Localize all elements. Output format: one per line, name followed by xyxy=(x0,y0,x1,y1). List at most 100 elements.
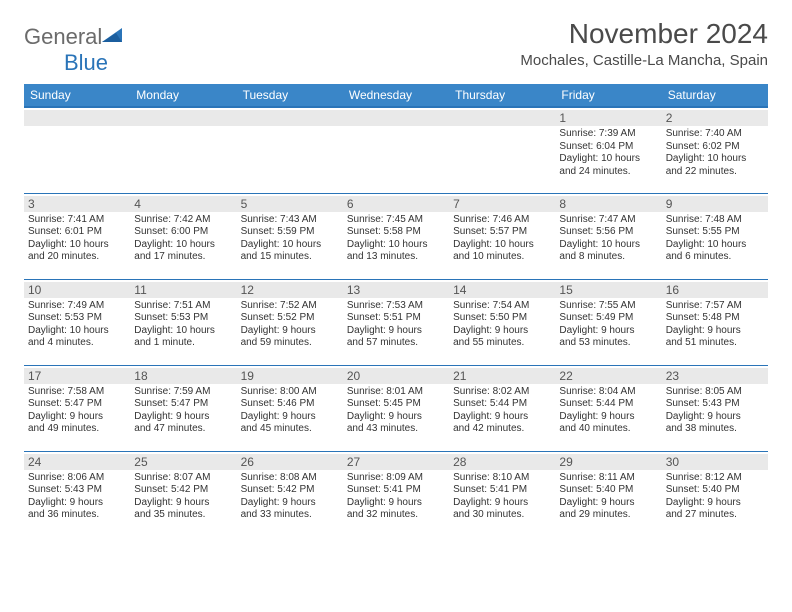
day-number: 15 xyxy=(555,282,661,298)
dl2-line: and 43 minutes. xyxy=(347,423,445,436)
calendar-day-cell: 26Sunrise: 8:08 AMSunset: 5:42 PMDayligh… xyxy=(237,451,343,537)
calendar-day-cell: 14 Sunrise: 7:54 AMSunset: 5:50 PMDayligh… xyxy=(449,279,555,365)
sunrise-line: Sunrise: 8:12 AM xyxy=(666,472,764,485)
day-details: Sunrise: 7:54 AMSunset: 5:50 PMDaylight:… xyxy=(453,300,551,350)
dl1-line: Daylight: 9 hours xyxy=(347,325,445,338)
day-number: 2 xyxy=(662,110,768,126)
dl2-line: and 40 minutes. xyxy=(559,423,657,436)
dl2-line: and 51 minutes. xyxy=(666,337,764,350)
sunset-line: Sunset: 5:52 PM xyxy=(241,312,339,325)
calendar-day-cell: 22Sunrise: 8:04 AMSunset: 5:44 PMDayligh… xyxy=(555,365,661,451)
day-number: 26 xyxy=(237,454,343,470)
day-number: 9 xyxy=(662,196,768,212)
sunset-line: Sunset: 5:44 PM xyxy=(453,398,551,411)
dl2-line: and 57 minutes. xyxy=(347,337,445,350)
dl2-line: and 27 minutes. xyxy=(666,509,764,522)
sunset-line: Sunset: 5:46 PM xyxy=(241,398,339,411)
calendar-day-cell: 15Sunrise: 7:55 AMSunset: 5:49 PMDayligh… xyxy=(555,279,661,365)
day-details: Sunrise: 8:10 AMSunset: 5:41 PMDaylight:… xyxy=(453,472,551,522)
dl1-line: Daylight: 10 hours xyxy=(559,153,657,166)
dl2-line: and 29 minutes. xyxy=(559,509,657,522)
dl2-line: and 42 minutes. xyxy=(453,423,551,436)
sunrise-line: Sunrise: 7:48 AM xyxy=(666,214,764,227)
dl2-line: and 32 minutes. xyxy=(347,509,445,522)
day-number: 11 xyxy=(130,282,236,298)
dl2-line: and 33 minutes. xyxy=(241,509,339,522)
dl1-line: Daylight: 9 hours xyxy=(453,411,551,424)
day-number: 1 xyxy=(555,110,661,126)
calendar-body: 1Sunrise: 7:39 AMSunset: 6:04 PMDaylight… xyxy=(24,107,768,537)
dl1-line: Daylight: 10 hours xyxy=(241,239,339,252)
brand-text: General Blue xyxy=(24,24,124,76)
calendar-day-cell: 10Sunrise: 7:49 AMSunset: 5:53 PMDayligh… xyxy=(24,279,130,365)
calendar-day-cell: 5Sunrise: 7:43 AMSunset: 5:59 PMDaylight… xyxy=(237,193,343,279)
dl1-line: Daylight: 9 hours xyxy=(28,497,126,510)
brand-general: General xyxy=(24,24,102,49)
dl1-line: Daylight: 10 hours xyxy=(28,325,126,338)
calendar-week-row: 10Sunrise: 7:49 AMSunset: 5:53 PMDayligh… xyxy=(24,279,768,365)
day-number: 14 xyxy=(449,282,555,298)
day-details: Sunrise: 7:49 AMSunset: 5:53 PMDaylight:… xyxy=(28,300,126,350)
calendar-week-row: 3Sunrise: 7:41 AMSunset: 6:01 PMDaylight… xyxy=(24,193,768,279)
sunset-line: Sunset: 5:56 PM xyxy=(559,226,657,239)
sunset-line: Sunset: 5:42 PM xyxy=(241,484,339,497)
day-number: 8 xyxy=(555,196,661,212)
dl2-line: and 24 minutes. xyxy=(559,166,657,179)
sunset-line: Sunset: 6:01 PM xyxy=(28,226,126,239)
dl1-line: Daylight: 9 hours xyxy=(453,325,551,338)
sunset-line: Sunset: 5:44 PM xyxy=(559,398,657,411)
day-details: Sunrise: 7:46 AMSunset: 5:57 PMDaylight:… xyxy=(453,214,551,264)
day-number: 18 xyxy=(130,368,236,384)
dl2-line: and 20 minutes. xyxy=(28,251,126,264)
header: General Blue November 2024 Mochales, Cas… xyxy=(24,18,768,76)
dl1-line: Daylight: 10 hours xyxy=(28,239,126,252)
sunset-line: Sunset: 5:41 PM xyxy=(453,484,551,497)
day-details: Sunrise: 8:01 AMSunset: 5:45 PMDaylight:… xyxy=(347,386,445,436)
sunset-line: Sunset: 5:50 PM xyxy=(453,312,551,325)
sunrise-line: Sunrise: 8:05 AM xyxy=(666,386,764,399)
day-details: Sunrise: 7:41 AMSunset: 6:01 PMDaylight:… xyxy=(28,214,126,264)
dl1-line: Daylight: 9 hours xyxy=(347,411,445,424)
dl1-line: Daylight: 9 hours xyxy=(453,497,551,510)
day-number: 19 xyxy=(237,368,343,384)
calendar-week-row: 17Sunrise: 7:58 AMSunset: 5:47 PMDayligh… xyxy=(24,365,768,451)
day-number: 16 xyxy=(662,282,768,298)
day-details: Sunrise: 8:02 AMSunset: 5:44 PMDaylight:… xyxy=(453,386,551,436)
day-details: Sunrise: 7:52 AMSunset: 5:52 PMDaylight:… xyxy=(241,300,339,350)
day-details: Sunrise: 7:42 AMSunset: 6:00 PMDaylight:… xyxy=(134,214,232,264)
calendar-day-cell: 6Sunrise: 7:45 AMSunset: 5:58 PMDaylight… xyxy=(343,193,449,279)
calendar-day-cell: 13Sunrise: 7:53 AMSunset: 5:51 PMDayligh… xyxy=(343,279,449,365)
dl1-line: Daylight: 10 hours xyxy=(134,239,232,252)
calendar-day-cell: 7Sunrise: 7:46 AMSunset: 5:57 PMDaylight… xyxy=(449,193,555,279)
dl1-line: Daylight: 9 hours xyxy=(134,497,232,510)
day-details: Sunrise: 7:59 AMSunset: 5:47 PMDaylight:… xyxy=(134,386,232,436)
calendar-day-cell: 12Sunrise: 7:52 AMSunset: 5:52 PMDayligh… xyxy=(237,279,343,365)
weekday-header: Thursday xyxy=(449,84,555,107)
day-details: Sunrise: 7:57 AMSunset: 5:48 PMDaylight:… xyxy=(666,300,764,350)
calendar-day-cell: 9Sunrise: 7:48 AMSunset: 5:55 PMDaylight… xyxy=(662,193,768,279)
dl2-line: and 1 minute. xyxy=(134,337,232,350)
sunset-line: Sunset: 5:42 PM xyxy=(134,484,232,497)
sunset-line: Sunset: 5:47 PM xyxy=(28,398,126,411)
sunrise-line: Sunrise: 7:57 AM xyxy=(666,300,764,313)
day-number: 13 xyxy=(343,282,449,298)
weekday-header: Tuesday xyxy=(237,84,343,107)
calendar-day-cell: 30Sunrise: 8:12 AMSunset: 5:40 PMDayligh… xyxy=(662,451,768,537)
weekday-header: Sunday xyxy=(24,84,130,107)
calendar-header-row: Sunday Monday Tuesday Wednesday Thursday… xyxy=(24,84,768,107)
sunrise-line: Sunrise: 7:49 AM xyxy=(28,300,126,313)
calendar-day-cell: 11Sunrise: 7:51 AMSunset: 5:53 PMDayligh… xyxy=(130,279,236,365)
day-details: Sunrise: 8:11 AMSunset: 5:40 PMDaylight:… xyxy=(559,472,657,522)
day-number xyxy=(24,110,130,126)
month-title: November 2024 xyxy=(520,18,768,50)
sunrise-line: Sunrise: 7:55 AM xyxy=(559,300,657,313)
dl1-line: Daylight: 10 hours xyxy=(666,153,764,166)
sunset-line: Sunset: 6:02 PM xyxy=(666,141,764,154)
sunrise-line: Sunrise: 7:43 AM xyxy=(241,214,339,227)
title-block: November 2024 Mochales, Castille-La Manc… xyxy=(520,18,768,69)
sunset-line: Sunset: 5:53 PM xyxy=(28,312,126,325)
calendar-day-cell: 28Sunrise: 8:10 AMSunset: 5:41 PMDayligh… xyxy=(449,451,555,537)
dl2-line: and 55 minutes. xyxy=(453,337,551,350)
dl2-line: and 36 minutes. xyxy=(28,509,126,522)
calendar-day-cell: 1Sunrise: 7:39 AMSunset: 6:04 PMDaylight… xyxy=(555,107,661,193)
